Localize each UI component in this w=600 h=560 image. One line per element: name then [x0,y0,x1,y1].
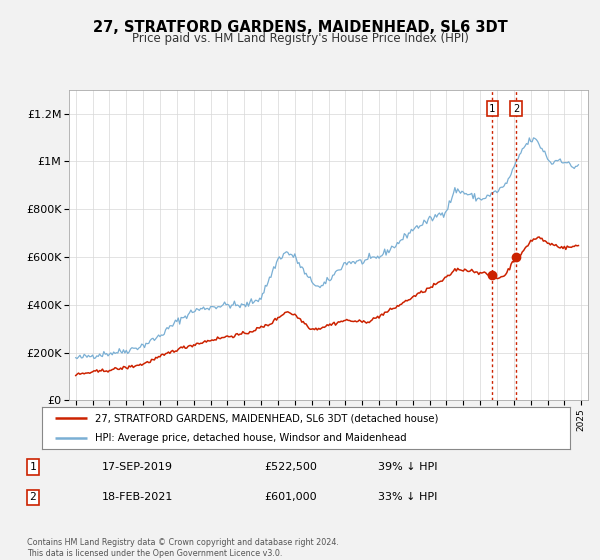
Text: 17-SEP-2019: 17-SEP-2019 [102,462,173,472]
Text: 27, STRATFORD GARDENS, MAIDENHEAD, SL6 3DT: 27, STRATFORD GARDENS, MAIDENHEAD, SL6 3… [92,20,508,35]
Text: 1: 1 [29,462,37,472]
Text: HPI: Average price, detached house, Windsor and Maidenhead: HPI: Average price, detached house, Wind… [95,433,406,443]
Text: 18-FEB-2021: 18-FEB-2021 [102,492,173,502]
Text: 39% ↓ HPI: 39% ↓ HPI [378,462,437,472]
Text: 27, STRATFORD GARDENS, MAIDENHEAD, SL6 3DT (detached house): 27, STRATFORD GARDENS, MAIDENHEAD, SL6 3… [95,413,438,423]
Text: 33% ↓ HPI: 33% ↓ HPI [378,492,437,502]
Text: 2: 2 [513,104,519,114]
Text: 2: 2 [29,492,37,502]
Text: Contains HM Land Registry data © Crown copyright and database right 2024.
This d: Contains HM Land Registry data © Crown c… [27,538,339,558]
Text: Price paid vs. HM Land Registry's House Price Index (HPI): Price paid vs. HM Land Registry's House … [131,32,469,45]
Text: £522,500: £522,500 [264,462,317,472]
Text: £601,000: £601,000 [264,492,317,502]
Text: 1: 1 [489,104,496,114]
